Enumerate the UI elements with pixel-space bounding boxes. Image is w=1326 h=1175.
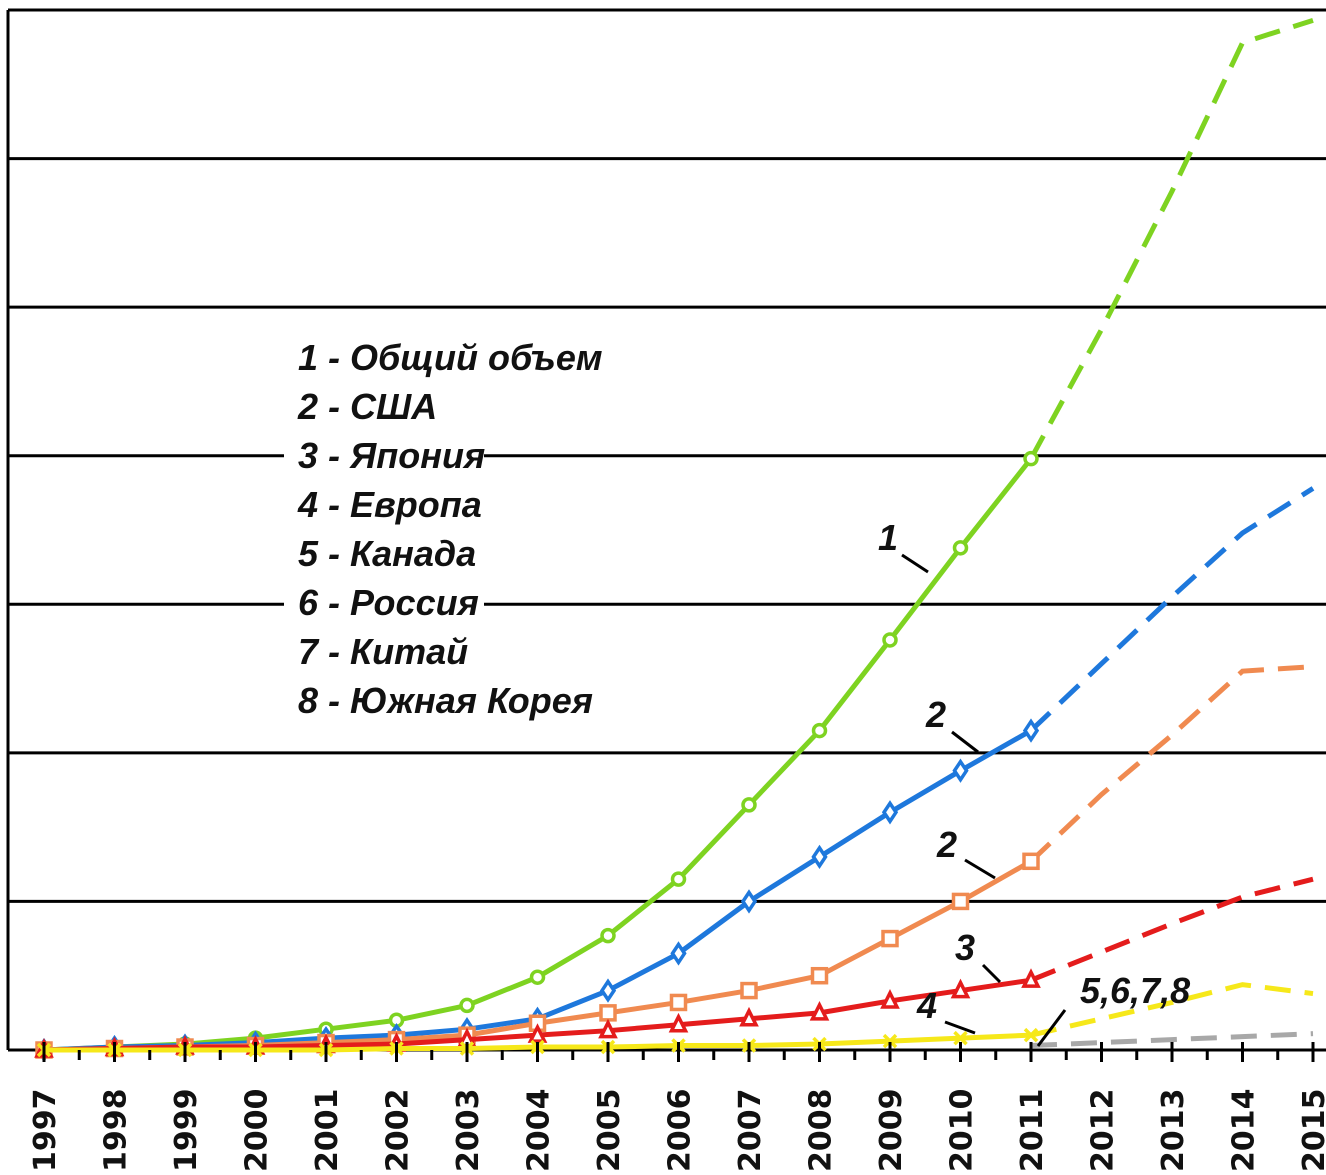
data-point xyxy=(1022,852,1040,871)
data-point xyxy=(881,800,899,825)
data-point xyxy=(881,929,899,948)
data-point xyxy=(600,927,616,944)
data-point xyxy=(739,1006,759,1027)
curve-label-leader xyxy=(1036,1009,1067,1047)
data-point xyxy=(952,540,969,556)
x-tick-label: 1998 xyxy=(99,1089,134,1173)
x-tick-label: 2001 xyxy=(310,1089,345,1173)
data-point xyxy=(1022,718,1040,743)
forecast-line xyxy=(1029,664,1314,864)
data-point xyxy=(811,844,828,870)
data-point xyxy=(882,1033,898,1049)
x-tick-label: 2015 xyxy=(1297,1089,1326,1173)
series-s5 xyxy=(1030,1031,1314,1049)
data-point xyxy=(882,632,898,648)
x-tick-label: 2002 xyxy=(381,1089,416,1173)
legend-entry: 2 - США xyxy=(297,386,437,427)
data-point xyxy=(599,978,617,1003)
x-tick-label: 2003 xyxy=(451,1089,486,1173)
grid-lines xyxy=(6,8,1326,1052)
data-point xyxy=(598,1018,618,1039)
legend-entry: 4 - Европа xyxy=(297,484,482,525)
curve-label: 1 xyxy=(878,517,898,558)
data-point xyxy=(459,997,475,1014)
forecast-line xyxy=(1030,1031,1314,1049)
curve-label: 2 xyxy=(925,694,946,735)
data-point xyxy=(599,1004,617,1022)
x-tick-label: 2013 xyxy=(1156,1089,1191,1173)
data-point xyxy=(952,758,969,783)
data-point xyxy=(953,1030,968,1046)
data-point xyxy=(811,722,828,739)
data-point xyxy=(951,892,970,911)
data-point xyxy=(670,871,687,887)
legend-backdrop xyxy=(284,481,484,527)
forecast-line xyxy=(1028,18,1314,460)
legend-backdrop xyxy=(284,677,484,723)
curve-label-leader xyxy=(901,553,929,574)
data-point xyxy=(529,969,546,985)
x-tick-label: 2009 xyxy=(874,1089,909,1173)
series-group xyxy=(34,18,1315,1063)
x-tick-label: 2005 xyxy=(592,1089,627,1173)
data-point xyxy=(740,889,758,914)
x-tick-label: 2011 xyxy=(1015,1089,1050,1173)
curve-label-leader xyxy=(964,858,996,880)
curve-label: 3 xyxy=(955,927,975,968)
curve-label-leader xyxy=(951,730,979,754)
curve-label: 4 xyxy=(916,985,937,1026)
data-point xyxy=(1023,1027,1039,1043)
x-tick-label: 2000 xyxy=(240,1089,275,1173)
data-point xyxy=(527,1023,548,1043)
forecast-line xyxy=(1030,876,1314,983)
x-axis: 1997 1998 1999 2000 2001 2002 2003 2004 2005 2006… xyxy=(28,1042,1326,1172)
data-point xyxy=(950,978,971,999)
curve-label: 2 xyxy=(936,824,957,865)
data-point xyxy=(668,1012,689,1033)
x-tick-label: 2008 xyxy=(804,1089,839,1173)
curve-label-leader xyxy=(981,963,1002,984)
legend-entry: 6 - Россия xyxy=(298,582,479,623)
forecast-line xyxy=(1030,982,1314,1038)
legend-entry: 1 - Общий объем xyxy=(298,337,603,378)
data-point xyxy=(1021,968,1041,988)
x-tick-label: 2004 xyxy=(522,1089,557,1173)
curve-label-leader xyxy=(944,1020,976,1035)
curve-label: 5,6,7,8 xyxy=(1080,970,1190,1011)
data-point xyxy=(669,993,688,1012)
x-tick-label: 1997 xyxy=(28,1089,63,1173)
legend-backdrop xyxy=(284,628,484,674)
data-point xyxy=(809,1000,830,1021)
forecast-line xyxy=(1029,486,1315,733)
legend-backdrop xyxy=(284,530,484,576)
x-tick-label: 2012 xyxy=(1086,1089,1121,1173)
legend-backdrop xyxy=(284,579,484,625)
x-tick-label: 1999 xyxy=(169,1089,204,1173)
x-tick-label: 2014 xyxy=(1227,1089,1262,1173)
legend-backdrop xyxy=(284,383,484,429)
data-point xyxy=(741,797,757,813)
data-point xyxy=(670,941,687,966)
legend-entry: 3 - Япония xyxy=(298,435,485,476)
legend-backdrop xyxy=(284,432,484,478)
legend-entry: 7 - Китай xyxy=(298,631,468,672)
data-point xyxy=(740,981,758,1000)
legend: 1 - Общий объем 2 - США 3 - Япония 4 - Евро… xyxy=(284,334,603,723)
curve-labels: 1 2 2 34 5,6,7,8 xyxy=(878,517,1190,1047)
data-point xyxy=(880,989,900,1009)
x-tick-label: 2007 xyxy=(733,1089,768,1173)
data-point xyxy=(1023,450,1039,467)
data-point xyxy=(810,966,829,985)
x-tick-label: 2006 xyxy=(663,1089,698,1173)
legend-backdrop xyxy=(284,334,484,380)
legend-entry: 5 - Канада xyxy=(298,533,476,574)
x-tick-label: 2010 xyxy=(945,1089,980,1173)
legend-entry: 8 - Южная Корея xyxy=(298,680,593,721)
series-s3 xyxy=(34,876,1314,1058)
